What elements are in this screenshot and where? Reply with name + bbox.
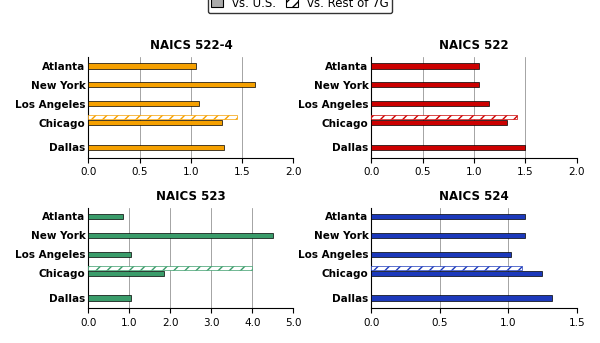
- Bar: [88, 145, 224, 150]
- Bar: [371, 63, 479, 69]
- Bar: [371, 101, 490, 106]
- Bar: [88, 214, 123, 219]
- Bar: [371, 120, 507, 125]
- Bar: [88, 115, 237, 119]
- Bar: [371, 145, 526, 150]
- Bar: [88, 266, 253, 270]
- Bar: [371, 266, 522, 270]
- Bar: [371, 271, 542, 276]
- Bar: [88, 82, 254, 87]
- Bar: [88, 295, 131, 300]
- Bar: [371, 115, 517, 119]
- Bar: [88, 233, 273, 238]
- Title: NAICS 524: NAICS 524: [439, 190, 509, 203]
- Bar: [88, 252, 131, 257]
- Bar: [88, 271, 164, 276]
- Bar: [88, 63, 196, 69]
- Bar: [371, 214, 524, 219]
- Bar: [88, 120, 221, 125]
- Title: NAICS 522-4: NAICS 522-4: [149, 39, 232, 52]
- Bar: [88, 101, 199, 106]
- Bar: [371, 82, 479, 87]
- Title: NAICS 522: NAICS 522: [439, 39, 509, 52]
- Title: NAICS 523: NAICS 523: [156, 190, 226, 203]
- Legend: vs. U.S., vs. Rest of 7G: vs. U.S., vs. Rest of 7G: [208, 0, 392, 13]
- Bar: [371, 233, 524, 238]
- Bar: [371, 295, 552, 300]
- Bar: [371, 252, 511, 257]
